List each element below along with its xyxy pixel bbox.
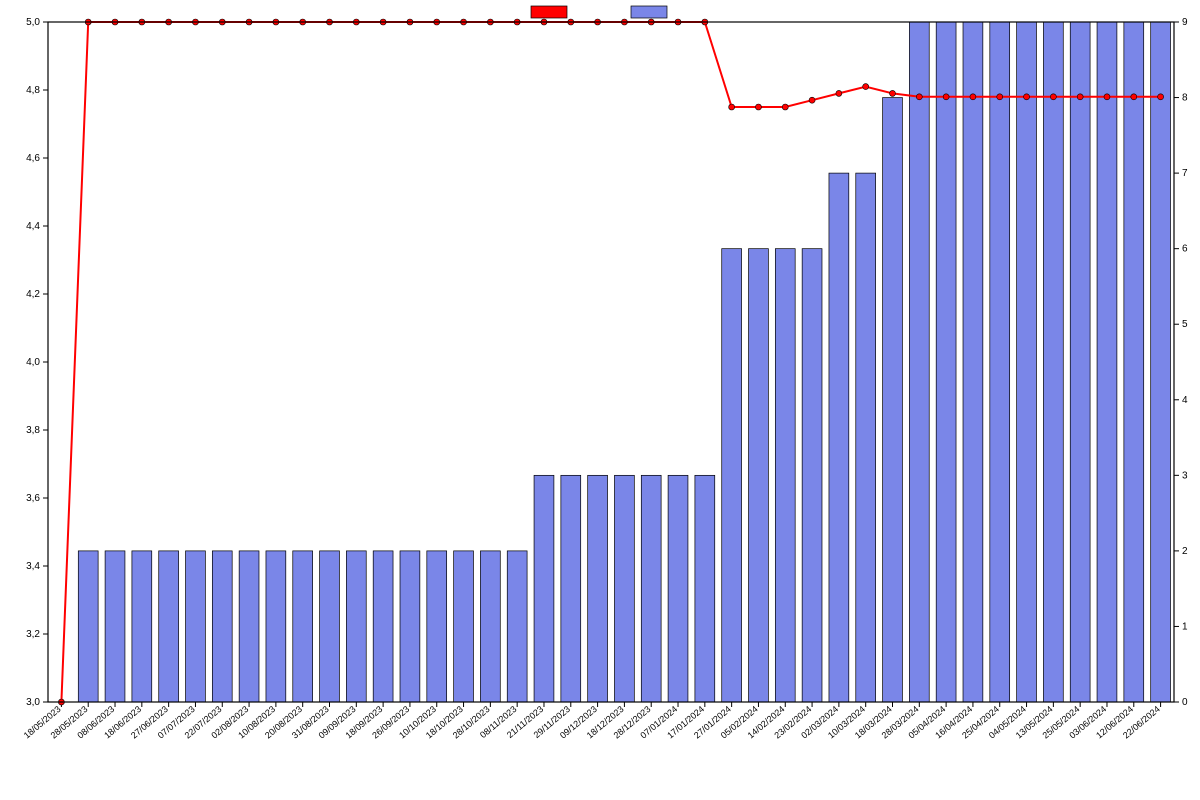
bar <box>641 475 661 702</box>
bar <box>186 551 206 702</box>
bar <box>829 173 849 702</box>
bar <box>909 22 929 702</box>
bar <box>239 551 259 702</box>
bar <box>1070 22 1090 702</box>
line-marker <box>890 90 896 96</box>
line-marker <box>1024 94 1030 100</box>
bar <box>78 551 98 702</box>
bar <box>883 98 903 702</box>
y-left-tick-label: 4,2 <box>26 289 40 300</box>
bar <box>212 551 232 702</box>
line-marker <box>943 94 949 100</box>
bar <box>614 475 634 702</box>
bar <box>775 249 795 702</box>
y-left-tick-label: 4,0 <box>26 357 40 368</box>
line-marker <box>1077 94 1083 100</box>
bar <box>159 551 179 702</box>
y-left-tick-label: 3,8 <box>26 425 40 436</box>
bar <box>802 249 822 702</box>
line-marker <box>1050 94 1056 100</box>
bar <box>480 551 500 702</box>
bar <box>320 551 340 702</box>
bar <box>105 551 125 702</box>
y-right-tick-label: 7 <box>1182 168 1188 179</box>
y-right-tick-label: 8 <box>1182 93 1188 104</box>
line-marker <box>970 94 976 100</box>
line-marker <box>997 94 1003 100</box>
y-left-tick-label: 4,4 <box>26 221 40 232</box>
line-marker <box>782 104 788 110</box>
y-left-tick-label: 3,4 <box>26 561 40 572</box>
legend-swatch-line <box>531 6 567 18</box>
bar <box>293 551 313 702</box>
legend-swatch-bar <box>631 6 667 18</box>
y-left-tick-label: 4,8 <box>26 85 40 96</box>
y-left-tick-label: 3,6 <box>26 493 40 504</box>
bar <box>1151 22 1171 702</box>
line-marker <box>729 104 735 110</box>
bar <box>454 551 474 702</box>
y-right-tick-label: 6 <box>1182 244 1188 255</box>
bar <box>856 173 876 702</box>
bar <box>534 475 554 702</box>
y-right-tick-label: 9 <box>1182 17 1188 28</box>
bar <box>588 475 608 702</box>
y-left-tick-label: 3,2 <box>26 629 40 640</box>
y-right-tick-label: 1 <box>1182 621 1188 632</box>
y-right-tick-label: 5 <box>1182 319 1188 330</box>
bar <box>427 551 447 702</box>
bar <box>1124 22 1144 702</box>
y-left-tick-label: 4,6 <box>26 153 40 164</box>
bar <box>400 551 420 702</box>
bar <box>1097 22 1117 702</box>
bar <box>1017 22 1037 702</box>
chart-container: 3,0 3,2 3,4 3,6 3,8 4,0 4,2 4,4 4,6 4,8 5,0 0 1 2 3 4 5 6… <box>0 0 1200 800</box>
dual-axis-chart: 3,0 3,2 3,4 3,6 3,8 4,0 4,2 4,4 4,6 4,8 5,0 0 1 2 3 4 5 6… <box>0 0 1200 800</box>
bar <box>507 551 527 702</box>
bar <box>346 551 366 702</box>
bar <box>990 22 1010 702</box>
bar <box>936 22 956 702</box>
line-marker <box>1158 94 1164 100</box>
bar <box>749 249 769 702</box>
line-marker <box>1104 94 1110 100</box>
y-right-tick-label: 4 <box>1182 395 1188 406</box>
bar <box>668 475 688 702</box>
bar <box>963 22 983 702</box>
bar <box>132 551 152 702</box>
line-marker <box>809 97 815 103</box>
line-marker <box>836 90 842 96</box>
bar <box>266 551 286 702</box>
y-right-tick-label: 3 <box>1182 470 1188 481</box>
bar <box>695 475 715 702</box>
bar <box>1043 22 1063 702</box>
y-right-tick-label: 2 <box>1182 546 1188 557</box>
line-marker <box>916 94 922 100</box>
line-marker <box>755 104 761 110</box>
y-left-tick-label: 3,0 <box>26 697 40 708</box>
y-right-tick-label: 0 <box>1182 697 1188 708</box>
bar <box>722 249 742 702</box>
bar <box>373 551 393 702</box>
line-marker <box>1131 94 1137 100</box>
bar <box>561 475 581 702</box>
line-marker <box>863 84 869 90</box>
y-left-tick-label: 5,0 <box>26 17 40 28</box>
